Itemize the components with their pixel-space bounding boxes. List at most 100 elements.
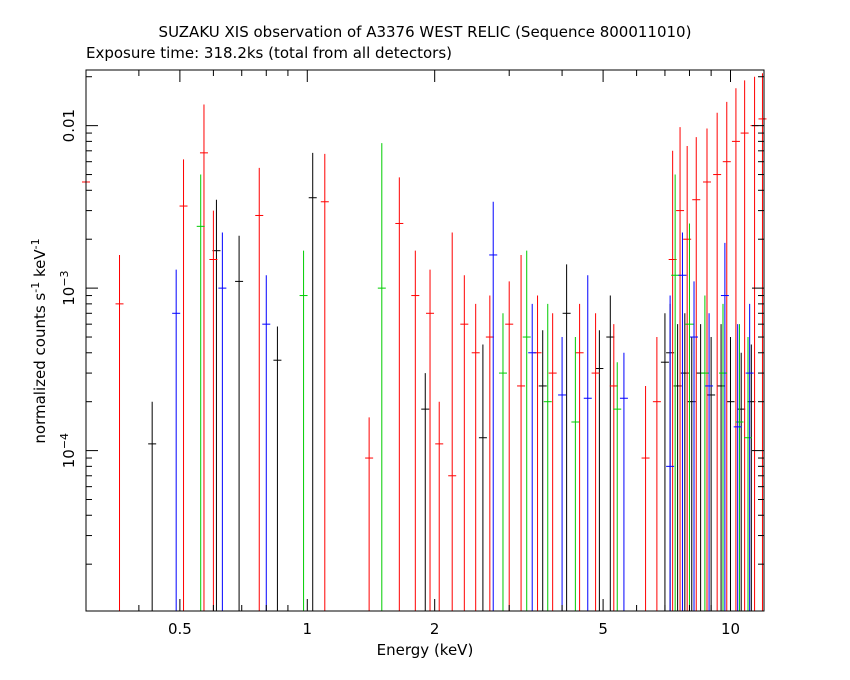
data-point	[735, 324, 744, 611]
data-point	[172, 269, 181, 611]
data-point	[562, 264, 571, 611]
data-point	[395, 177, 404, 611]
data-point	[179, 159, 188, 611]
y-tick-label: 0.01	[60, 109, 78, 142]
data-point	[758, 73, 767, 611]
data-point	[718, 303, 727, 611]
chart-title: SUZAKU XIS observation of A3376 WEST REL…	[159, 23, 692, 41]
data-point	[148, 401, 157, 611]
data-point	[308, 152, 317, 611]
data-point	[591, 313, 600, 611]
y-axis-label-exp2: -1	[29, 238, 42, 249]
data-point	[726, 337, 735, 611]
data-point	[705, 313, 714, 611]
data-point	[548, 313, 557, 611]
data-point	[533, 295, 542, 611]
data-point	[666, 295, 675, 611]
y-tick-exponent: −3	[58, 270, 71, 286]
data-point	[744, 337, 753, 611]
data-point	[478, 344, 487, 611]
data-point	[299, 250, 308, 611]
y-axis-label-exp1: -1	[29, 282, 42, 293]
data-point	[426, 269, 435, 611]
data-point	[671, 174, 680, 611]
axis-layer: 0.5 1 2 5 100.0110−310−4	[58, 70, 764, 638]
data-point	[696, 324, 705, 611]
data-point	[558, 337, 567, 611]
x-tick-label: 5	[598, 620, 608, 638]
data-point	[235, 235, 244, 611]
data-point	[262, 275, 271, 611]
series-1	[82, 73, 767, 611]
data-point	[435, 401, 444, 611]
data-point	[690, 281, 699, 611]
data-point	[660, 313, 669, 611]
data-point	[583, 275, 592, 611]
x-tick-label: 1	[303, 620, 313, 638]
data-point	[255, 167, 264, 611]
data-point	[720, 242, 729, 611]
data-point	[196, 174, 205, 611]
data-point	[320, 153, 329, 611]
data-point	[606, 295, 615, 611]
data-point	[517, 254, 526, 611]
data-point	[522, 250, 531, 611]
y-tick-label: 10−4	[58, 433, 78, 468]
data-layer	[82, 73, 767, 611]
data-point	[717, 324, 726, 611]
data-point	[700, 295, 709, 611]
y-tick-base: 10	[60, 449, 78, 468]
data-point	[498, 313, 507, 611]
data-point	[678, 232, 687, 611]
series-2	[196, 143, 753, 611]
y-tick-exponent: −4	[58, 433, 71, 449]
y-axis-label: normalized counts s-1 keV-1	[29, 238, 49, 443]
data-point	[619, 352, 628, 611]
data-point	[652, 337, 661, 611]
data-point	[595, 330, 604, 611]
data-point	[609, 324, 618, 611]
data-point	[543, 303, 552, 611]
data-point	[737, 352, 746, 611]
data-point	[218, 232, 227, 611]
data-point	[377, 143, 386, 611]
data-point	[676, 127, 685, 611]
data-point	[365, 417, 374, 611]
data-point	[460, 275, 469, 611]
x-tick-label: 2	[430, 620, 440, 638]
data-point	[273, 326, 282, 611]
data-point	[209, 210, 218, 611]
data-point	[471, 303, 480, 611]
data-point	[641, 385, 650, 611]
data-point	[745, 303, 754, 611]
data-point	[722, 101, 731, 611]
data-point	[199, 104, 208, 611]
data-point	[571, 337, 580, 611]
data-point	[747, 344, 756, 611]
data-point	[575, 303, 584, 611]
data-point	[528, 303, 537, 611]
data-point	[448, 232, 457, 611]
data-point	[740, 80, 749, 611]
x-tick-label: 0.5	[168, 620, 192, 638]
data-point	[613, 362, 622, 611]
data-point	[489, 201, 498, 611]
series-3	[172, 201, 754, 611]
data-point	[421, 373, 430, 611]
data-point	[702, 128, 711, 611]
y-axis-label-main: normalized counts s	[31, 293, 49, 444]
y-tick-base: 10	[60, 287, 78, 306]
data-point	[692, 137, 701, 611]
chart-subtitle: Exposure time: 318.2ks (total from all d…	[86, 44, 452, 62]
plot-frame	[85, 69, 765, 612]
data-point	[411, 250, 420, 611]
data-point	[538, 330, 547, 611]
x-tick-label: 10	[721, 620, 740, 638]
x-axis-label: Energy (keV)	[377, 641, 474, 659]
data-point	[707, 337, 716, 611]
data-point	[115, 254, 124, 611]
data-point	[731, 88, 740, 611]
data-point	[485, 295, 494, 611]
data-point	[685, 223, 694, 611]
